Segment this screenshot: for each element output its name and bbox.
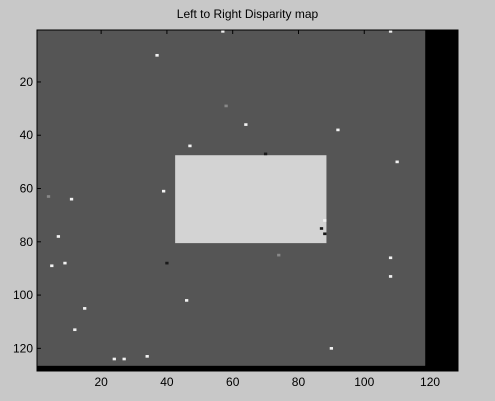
outlier-pixel (319, 227, 324, 230)
region-object (175, 155, 327, 244)
outlier-pixel (388, 275, 393, 278)
outlier-pixel (329, 347, 334, 350)
outlier-pixel (112, 357, 116, 361)
y-tick-label: 100 (13, 288, 33, 302)
outlier-pixel (63, 261, 67, 265)
outlier-pixel (83, 307, 87, 310)
x-tick-label: 60 (226, 375, 240, 389)
chart-title: Left to Right Disparity map (176, 7, 319, 21)
y-tick-label: 60 (20, 182, 34, 196)
outlier-pixel (46, 195, 51, 198)
outlier-pixel (56, 235, 61, 238)
x-tick-label: 40 (160, 375, 174, 389)
outlier-pixel (161, 189, 166, 193)
outlier-pixel (122, 357, 126, 361)
y-tick-label: 40 (20, 128, 34, 142)
plot-area (37, 30, 458, 371)
x-tick-label: 80 (292, 375, 306, 389)
outlier-pixel (185, 299, 189, 302)
x-tick-label: 120 (420, 375, 440, 389)
outlier-pixel (69, 197, 74, 201)
y-tick-label: 80 (20, 235, 34, 249)
y-tick-label: 20 (20, 75, 34, 89)
outlier-pixel (323, 232, 327, 236)
outlier-pixel (244, 123, 248, 126)
outlier-pixel (263, 152, 268, 156)
outlier-pixel (395, 160, 399, 164)
region-invalid (425, 30, 458, 371)
outlier-pixel (188, 144, 192, 148)
axes-frame (36, 29, 459, 372)
outlier-pixel (145, 355, 149, 358)
axes: 20 40 60 80 100 120 20 40 60 80 100 120 (13, 29, 459, 389)
outlier-pixel (165, 261, 169, 265)
outlier-pixel (50, 264, 54, 268)
outlier-pixel (388, 30, 393, 33)
y-tick-label: 120 (13, 341, 33, 355)
outlier-pixel (221, 30, 225, 33)
x-tick-label: 20 (94, 375, 108, 389)
region-invalid (37, 365, 458, 371)
outlier-pixel (323, 219, 327, 222)
outlier-pixel (336, 128, 340, 132)
outlier-pixel (388, 256, 393, 260)
x-tick-label: 100 (354, 375, 374, 389)
outlier-pixel (155, 53, 159, 57)
outlier-pixel (277, 253, 281, 257)
outlier-pixel (224, 104, 228, 108)
outlier-pixel (73, 328, 77, 332)
